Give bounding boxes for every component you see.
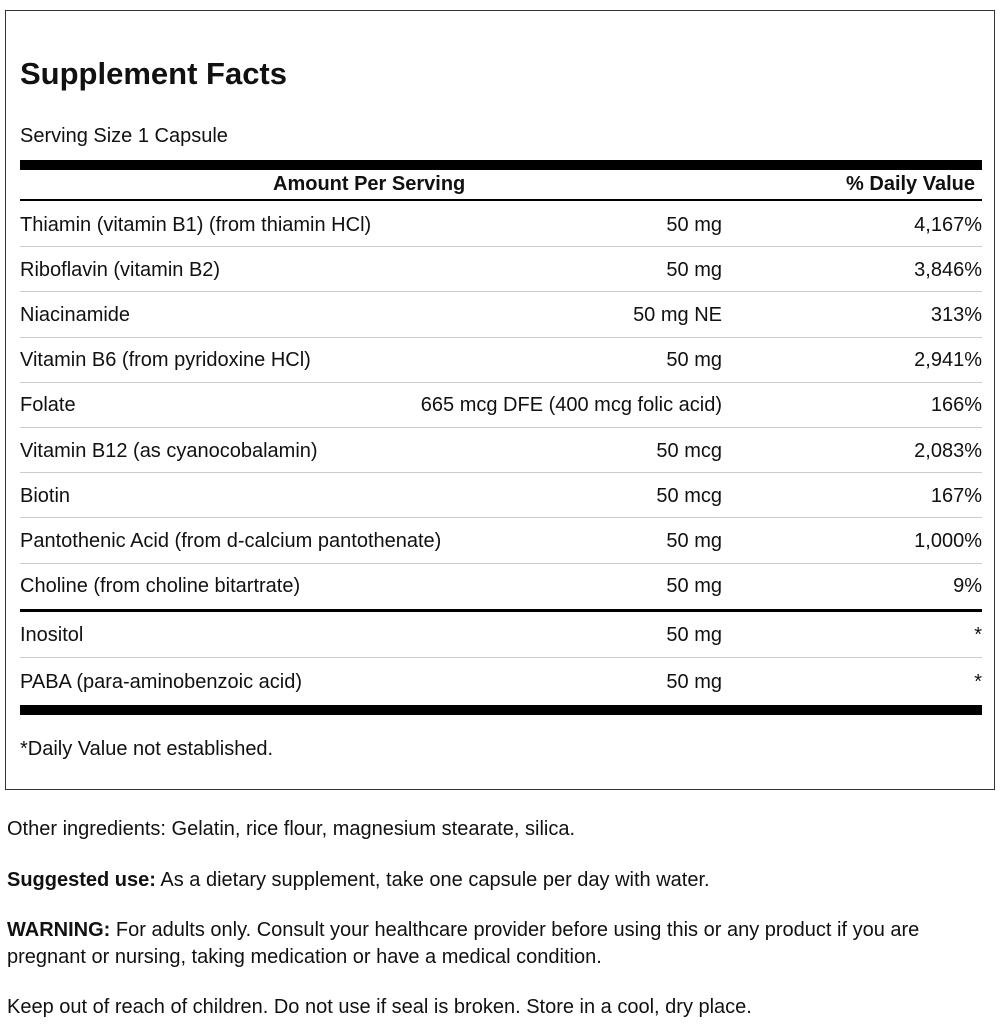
daily-value: 313% — [930, 304, 982, 326]
column-header: % Daily Value — [846, 173, 975, 195]
text: As a dietary supplement, take one capsul… — [160, 869, 710, 891]
daily-value: 166% — [930, 394, 982, 417]
daily-value: 2,941% — [914, 349, 982, 372]
amount: 50 mcg — [656, 439, 722, 462]
row-rule — [20, 657, 982, 659]
nutrient-name: Vitamin B6 (from pyridoxine HCl) — [20, 349, 311, 372]
daily-value: * — [974, 624, 982, 647]
amount: 50 mg — [666, 349, 722, 372]
section-rule — [20, 608, 982, 612]
footnote: *Daily Value not established. — [20, 738, 274, 760]
nutrient-name: Thiamin (vitamin B1) (from thiamin HCl) — [20, 213, 372, 236]
column-header: Amount Per Serving — [273, 173, 466, 195]
daily-value: 167% — [930, 484, 982, 507]
daily-value: 4,167% — [914, 213, 982, 236]
nutrient-name: Pantothenic Acid (from d-calcium pantoth… — [20, 530, 442, 552]
daily-value: 2,083% — [914, 439, 982, 462]
row-rule — [20, 472, 982, 474]
daily-value: 3,846% — [914, 258, 982, 281]
serving-size: Serving Size 1 Capsule — [20, 125, 228, 147]
daily-value: * — [974, 670, 982, 693]
nutrient-name: Niacinamide — [20, 304, 131, 326]
row-rule — [20, 246, 982, 248]
amount: 50 mg — [666, 575, 722, 598]
amount: 50 mg NE — [633, 304, 722, 326]
daily-value: 1,000% — [914, 530, 982, 552]
nutrient-name: Biotin — [20, 484, 71, 507]
facts-panel — [5, 10, 995, 790]
amount: 665 mcg DFE (400 mcg folic acid) — [420, 394, 722, 417]
header-rule — [20, 199, 982, 201]
warning: WARNING: For adults only. Consult your h… — [7, 917, 982, 971]
nutrient-name: Inositol — [20, 624, 84, 647]
amount: 50 mg — [666, 530, 722, 552]
nutrient-name: Choline (from choline bitartrate) — [20, 575, 301, 598]
text: For adults only. Consult your healthcare… — [7, 919, 920, 968]
nutrient-name: PABA (para-aminobenzoic acid) — [20, 670, 302, 693]
daily-value: 9% — [953, 575, 982, 598]
other-ingredients: Other ingredients: Gelatin, rice flour, … — [7, 818, 576, 840]
nutrient-name: Riboflavin (vitamin B2) — [20, 258, 221, 281]
label: Suggested use: — [7, 869, 156, 891]
row-rule — [20, 381, 982, 383]
amount: 50 mg — [666, 670, 722, 693]
nutrient-name: Folate — [20, 394, 76, 417]
row-rule — [20, 427, 982, 428]
amount: 50 mcg — [656, 484, 722, 507]
thick-rule — [20, 160, 982, 170]
amount: 50 mg — [666, 624, 722, 647]
suggested-use: Suggested use: As a dietary supplement, … — [7, 867, 982, 894]
amount: 50 mg — [666, 258, 722, 281]
thick-rule — [20, 704, 982, 715]
row-rule — [20, 517, 982, 519]
row-rule — [20, 336, 982, 338]
row-rule — [20, 291, 982, 293]
amount: 50 mg — [666, 213, 722, 236]
row-rule — [20, 562, 982, 564]
storage-note: Keep out of reach of children. Do not us… — [7, 996, 752, 1018]
panel-title: Supplement Facts — [20, 56, 287, 91]
label: WARNING: — [7, 919, 111, 941]
nutrient-name: Vitamin B12 (as cyanocobalamin) — [20, 439, 318, 462]
